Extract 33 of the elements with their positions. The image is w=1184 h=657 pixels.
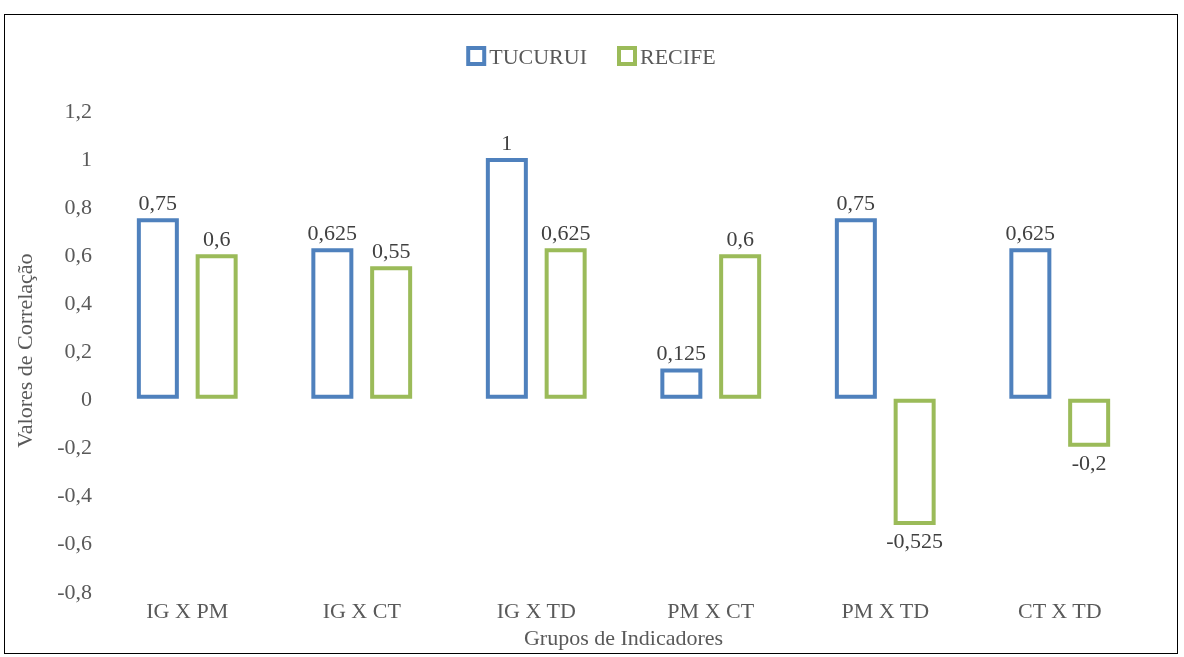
x-tick-label: PM X CT — [667, 597, 755, 623]
legend-label: TUCURUI — [489, 43, 587, 69]
y-tick-label: -0,2 — [57, 434, 92, 460]
data-label: 0,625 — [1005, 219, 1056, 245]
y-tick-label: 0,2 — [64, 338, 92, 364]
y-axis-title: Valores de Correlação — [11, 253, 37, 448]
data-label: 0,625 — [307, 219, 358, 245]
y-tick-label: -0,8 — [57, 578, 92, 604]
y-tick-label: -0,4 — [57, 482, 92, 508]
data-label: -0,2 — [1071, 450, 1107, 476]
y-tick-label: 0 — [81, 386, 92, 412]
data-label: 1 — [501, 129, 513, 155]
y-tick-label: 1,2 — [64, 97, 92, 123]
y-tick-label: -0,6 — [57, 530, 92, 556]
x-tick-label: CT X TD — [1017, 597, 1102, 623]
x-tick-label: IG X PM — [146, 597, 229, 623]
y-tick-label: 0,8 — [64, 193, 92, 219]
data-label: 0,55 — [371, 237, 411, 263]
y-tick-label: 1 — [81, 145, 92, 171]
y-tick-label: 0,4 — [64, 289, 92, 315]
data-label: 0,75 — [836, 189, 876, 215]
data-label: 0,75 — [138, 189, 178, 215]
data-label: 0,125 — [656, 340, 707, 366]
x-tick-label: IG X TD — [496, 597, 576, 623]
data-label: 0,625 — [540, 219, 591, 245]
y-tick-label: 0,6 — [64, 241, 92, 267]
x-tick-label: PM X TD — [841, 597, 930, 623]
x-axis-title: Grupos de Indicadores — [523, 624, 724, 650]
data-label: 0,6 — [202, 225, 231, 251]
data-label: 0,6 — [726, 225, 754, 251]
x-tick-label: IG X CT — [322, 597, 402, 623]
data-label: -0,525 — [886, 528, 944, 554]
legend-label: RECIFE — [639, 43, 716, 69]
